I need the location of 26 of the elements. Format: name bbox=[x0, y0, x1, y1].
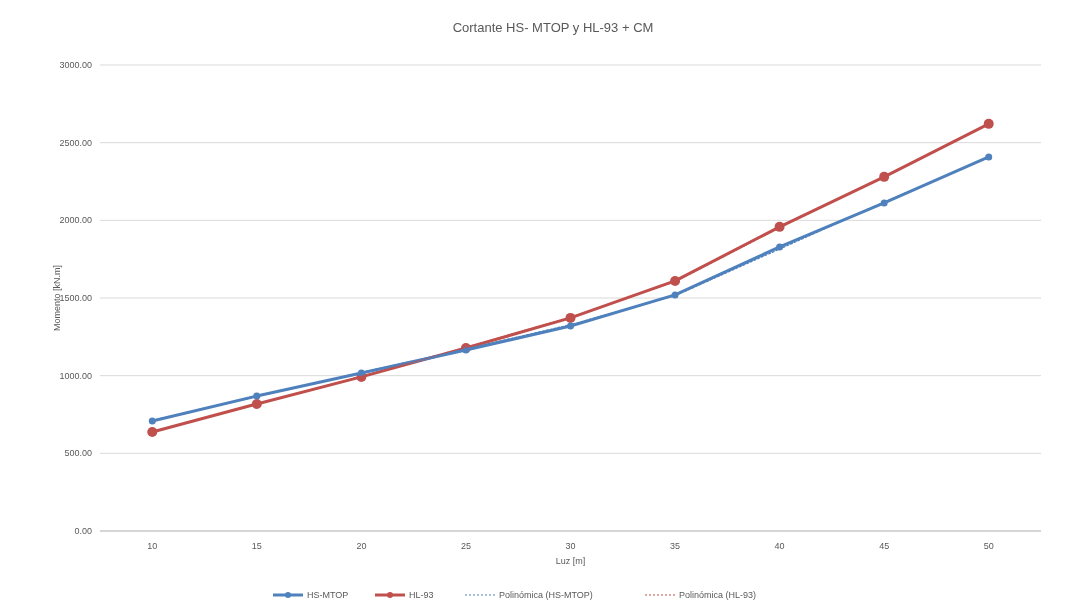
y-tick-label: 1000.00 bbox=[59, 370, 92, 381]
x-tick-label: 35 bbox=[670, 541, 681, 551]
legend-label: Polinómica (HS-MTOP) bbox=[499, 590, 593, 600]
y-tick-label: 2500.00 bbox=[59, 137, 92, 148]
chart-title: Cortante HS- MTOP y HL-93 + CM bbox=[452, 20, 654, 35]
legend-label: Polinómica (HL-93) bbox=[679, 590, 757, 600]
legend-label: HL-93 bbox=[409, 590, 434, 600]
y-tick-label: 0.00 bbox=[74, 525, 92, 536]
x-tick-label: 50 bbox=[983, 541, 994, 551]
x-tick-label: 30 bbox=[565, 541, 576, 551]
point bbox=[147, 427, 158, 438]
x-tick-label: 40 bbox=[774, 541, 785, 551]
y-tick-label: 3000.00 bbox=[59, 59, 92, 70]
point bbox=[983, 118, 994, 129]
x-axis-title: Luz [m] bbox=[555, 556, 586, 566]
x-tick-label: 10 bbox=[147, 541, 158, 551]
y-tick-label: 2000.00 bbox=[59, 215, 92, 226]
point bbox=[879, 171, 890, 182]
y-tick-label: 500.00 bbox=[64, 448, 92, 459]
x-tick-label: 15 bbox=[251, 541, 262, 551]
x-tick-label: 25 bbox=[460, 541, 471, 551]
legend-label: HS-MTOP bbox=[307, 590, 349, 600]
point bbox=[985, 153, 993, 161]
x-tick-label: 45 bbox=[879, 541, 890, 551]
y-tick-label: 1500.00 bbox=[59, 292, 92, 303]
x-tick-label: 20 bbox=[356, 541, 367, 551]
